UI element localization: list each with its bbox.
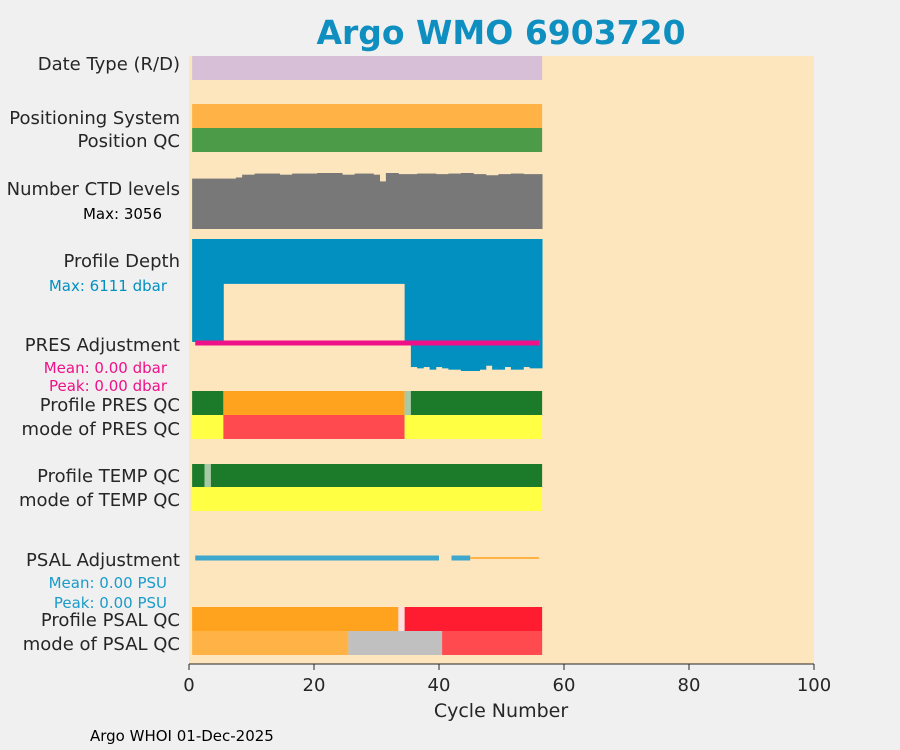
row-label-0: Date Type (R/D) [38,54,180,75]
row-label-2: Position QC [77,131,180,152]
segment-0 [192,56,543,80]
depth-bar-10 [460,239,481,371]
segment-12 [210,464,543,487]
x-tick-label-2: 40 [428,675,451,696]
segment-8 [223,415,405,439]
x-axis-label: Cycle Number [434,700,568,722]
depth-bar-13 [492,239,506,370]
x-tick-label-1: 20 [303,675,326,696]
row-label-10: PSAL Adjustment [26,550,180,571]
ctd-level-bar-18 [485,175,499,229]
ctd-level-bar-1 [235,177,243,229]
pres-peak-annotation: Peak: 0.00 dbar [49,377,168,395]
segment-7 [192,415,224,439]
depth-bar-1 [223,239,406,284]
row-label-11: Profile PSAL QC [41,610,180,631]
psal-peak-annotation: Peak: 0.00 PSU [54,594,167,612]
depth-bar-5 [423,239,431,368]
segment-19 [442,631,543,655]
ctd-level-bar-13 [417,173,437,229]
depth-bar-16 [523,239,531,368]
ctd-level-bar-9 [373,174,381,229]
plot-layer [192,56,543,655]
x-tick-label-0: 0 [183,675,194,696]
x-tick-label-3: 60 [553,675,576,696]
row-label-7: mode of PRES QC [22,419,180,440]
depth-bar-14 [504,239,512,368]
depth-bar-11 [479,239,487,370]
chart-title: Argo WMO 6903720 [316,13,685,52]
depth-max-annotation: Max: 6111 dbar [49,277,168,295]
segment-3 [192,391,224,415]
depth-bar-2 [404,239,412,342]
ctd-level-bar-21 [523,174,543,229]
ctd-level-bar-0 [192,178,237,229]
row-label-5: PRES Adjustment [25,335,180,356]
depth-bar-12 [485,239,493,366]
row-label-4: Profile Depth [63,251,180,272]
segment-11 [204,464,211,487]
ctd-level-bar-3 [254,173,281,229]
ctd-level-bar-17 [473,174,487,229]
segment-13 [192,487,543,511]
ctd-level-bar-12 [398,174,418,229]
annotations: Max: 3056 Max: 6111 dbar Mean: 0.00 dbar… [44,205,168,612]
segment-14 [192,607,399,631]
row-label-12: mode of PSAL QC [23,634,180,655]
x-tick-label-5: 100 [797,675,831,696]
depth-bar-15 [510,239,524,370]
row-label-8: Profile TEMP QC [37,466,180,487]
depth-bar-3 [410,239,418,368]
segment-10 [192,464,205,487]
ctd-level-bar-4 [279,174,293,229]
row-label-9: mode of TEMP QC [19,490,180,511]
segment-1 [192,104,543,128]
depth-bar-0 [192,239,224,342]
row-labels: Date Type (R/D) Positioning SystemPositio… [7,54,180,655]
x-tick-label-4: 80 [678,675,701,696]
footer-text: Argo WHOI 01-Dec-2025 [90,727,274,745]
segment-2 [192,128,543,152]
ctd-level-bar-16 [460,173,474,229]
depth-bar-7 [435,239,443,368]
ctd-level-bar-19 [498,174,512,229]
segment-4 [223,391,405,415]
segment-15 [398,607,405,631]
ctd-level-bar-7 [342,174,356,229]
row-label-6: Profile PRES QC [40,395,180,416]
ctd-level-bar-15 [448,173,462,229]
depth-bar-9 [448,239,462,370]
row-label-1: Positioning System [9,108,180,129]
ctd-level-bar-14 [435,174,449,229]
ctd-level-bar-10 [379,181,387,229]
ctd-max-annotation: Max: 3056 [83,205,162,223]
segment-9 [404,415,543,439]
ctd-level-bar-8 [354,173,374,229]
row-label-3: Number CTD levels [7,179,180,200]
ctd-level-bar-20 [510,173,524,229]
depth-bar-6 [429,239,437,370]
segment-17 [192,631,349,655]
ctd-level-bar-5 [292,173,318,229]
depth-bar-17 [529,239,543,369]
ctd-level-bar-2 [242,174,256,229]
x-axis: 0 20 40 60 80 100 [183,663,831,696]
segment-6 [410,391,543,415]
psal-mean-annotation: Mean: 0.00 PSU [49,574,167,592]
depth-bar-8 [442,239,449,369]
ctd-level-bar-11 [385,173,399,229]
depth-bar-4 [417,239,424,369]
ctd-level-bar-6 [317,173,343,229]
segment-16 [404,607,543,631]
segment-5 [404,391,411,415]
pres-mean-annotation: Mean: 0.00 dbar [44,359,168,377]
